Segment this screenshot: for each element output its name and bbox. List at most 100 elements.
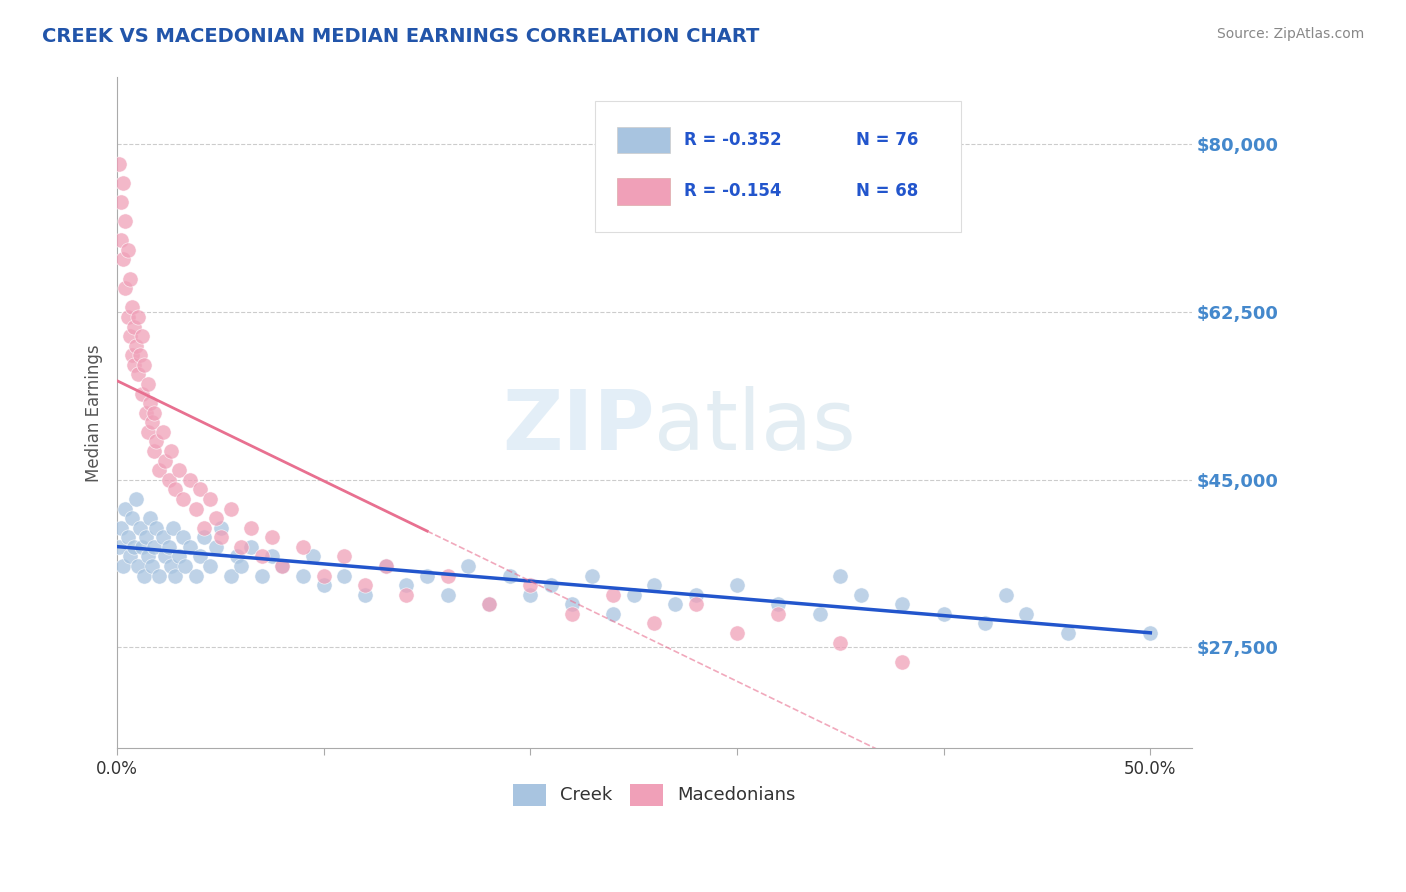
Point [333, 549, 356, 564]
Point [768, 598, 790, 612]
Point [163, 568, 186, 582]
Point [1139, 626, 1161, 640]
Point [114, 214, 136, 228]
Point [172, 530, 194, 544]
Point [262, 549, 284, 564]
Point [145, 521, 167, 535]
Point [122, 319, 145, 334]
Point [167, 463, 190, 477]
Point [602, 607, 624, 621]
Text: N = 76: N = 76 [856, 131, 918, 149]
Point [131, 540, 153, 554]
Point [179, 540, 201, 554]
Point [623, 588, 645, 602]
Point [374, 559, 396, 574]
Point [271, 559, 294, 574]
Point [193, 521, 215, 535]
Point [157, 540, 180, 554]
Point [141, 559, 163, 574]
Point [262, 530, 284, 544]
Point [143, 540, 166, 554]
Point [226, 549, 249, 564]
Point [127, 559, 149, 574]
Point [132, 358, 155, 372]
Point [131, 329, 153, 343]
Point [830, 635, 852, 649]
Point [153, 549, 176, 564]
FancyBboxPatch shape [617, 127, 671, 153]
Point [148, 463, 170, 477]
Point [125, 339, 148, 353]
Point [184, 568, 207, 582]
Point [354, 588, 377, 602]
Point [122, 540, 145, 554]
Point [117, 310, 139, 324]
Point [725, 578, 748, 592]
Point [519, 588, 541, 602]
Point [478, 598, 501, 612]
Y-axis label: Median Earnings: Median Earnings [86, 344, 103, 482]
Point [121, 301, 143, 315]
Point [118, 329, 141, 343]
Point [139, 396, 162, 410]
Point [499, 568, 522, 582]
Text: R = -0.154: R = -0.154 [683, 183, 782, 201]
Point [333, 568, 356, 582]
Point [830, 568, 852, 582]
Point [117, 243, 139, 257]
Point [129, 521, 152, 535]
Point [292, 540, 315, 554]
Point [231, 559, 253, 574]
Point [231, 540, 253, 554]
Point [152, 425, 174, 439]
Point [540, 578, 562, 592]
Point [219, 501, 242, 516]
Point [188, 549, 211, 564]
Point [374, 559, 396, 574]
Point [141, 415, 163, 429]
Point [685, 598, 707, 612]
Point [136, 549, 159, 564]
Point [240, 540, 263, 554]
Point [209, 521, 232, 535]
Point [153, 453, 176, 467]
Point [205, 540, 228, 554]
Point [416, 568, 439, 582]
Point [157, 473, 180, 487]
Point [209, 530, 232, 544]
Point [312, 568, 335, 582]
Text: CREEK VS MACEDONIAN MEDIAN EARNINGS CORRELATION CHART: CREEK VS MACEDONIAN MEDIAN EARNINGS CORR… [42, 27, 759, 45]
Point [110, 521, 132, 535]
Point [602, 588, 624, 602]
Point [457, 559, 479, 574]
Point [118, 271, 141, 285]
Point [114, 281, 136, 295]
Point [117, 530, 139, 544]
Point [136, 376, 159, 391]
Point [135, 406, 157, 420]
Point [685, 588, 707, 602]
Point [118, 549, 141, 564]
Point [108, 156, 131, 170]
Point [478, 598, 501, 612]
Point [395, 588, 418, 602]
Point [808, 607, 831, 621]
Point [112, 559, 135, 574]
Point [121, 511, 143, 525]
Point [312, 578, 335, 592]
Point [1015, 607, 1038, 621]
Point [112, 176, 135, 190]
Point [179, 473, 201, 487]
Text: Source: ZipAtlas.com: Source: ZipAtlas.com [1216, 27, 1364, 41]
Point [849, 588, 872, 602]
Point [354, 578, 377, 592]
Point [643, 616, 665, 631]
Point [994, 588, 1017, 602]
Point [932, 607, 955, 621]
Legend: Creek, Macedonians: Creek, Macedonians [506, 776, 803, 813]
Point [891, 655, 914, 669]
Text: N = 68: N = 68 [856, 183, 918, 201]
Point [172, 491, 194, 506]
Point [974, 616, 997, 631]
Point [436, 588, 458, 602]
